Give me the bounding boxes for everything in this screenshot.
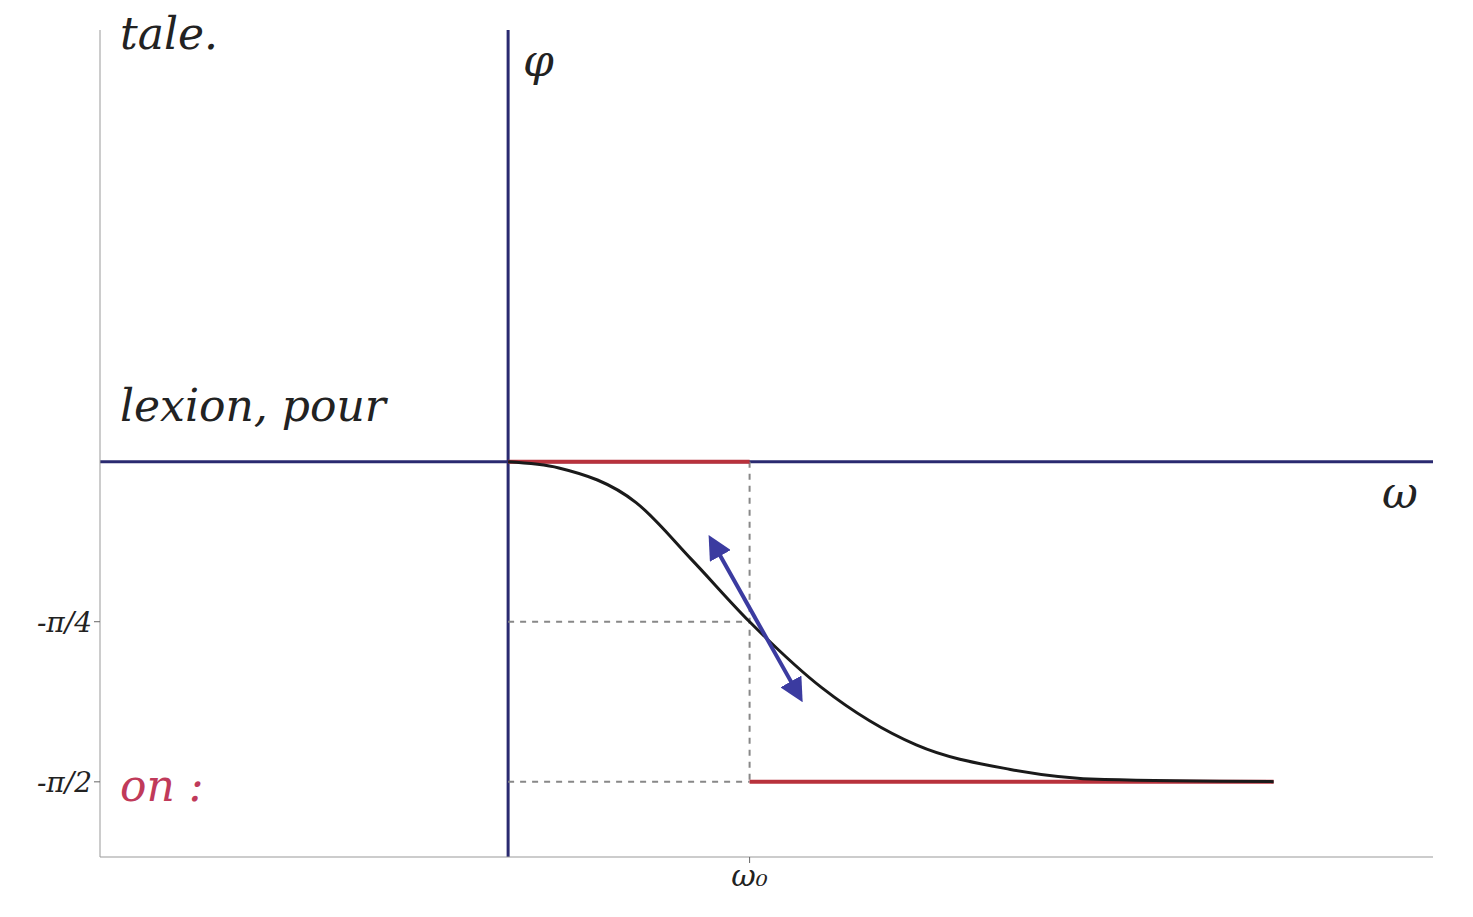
svg-text:φ: φ [523, 35, 554, 86]
svg-text:ω₀: ω₀ [731, 858, 768, 893]
svg-text:-π/4: -π/4 [37, 606, 92, 639]
svg-text:-π/2: -π/2 [37, 766, 92, 799]
svg-text:ω: ω [1382, 467, 1418, 518]
html-text:lexion, pour: lexion, pour [120, 380, 386, 431]
html-text:on :: on : [120, 760, 204, 811]
html-text:tale.: tale. [120, 8, 218, 59]
